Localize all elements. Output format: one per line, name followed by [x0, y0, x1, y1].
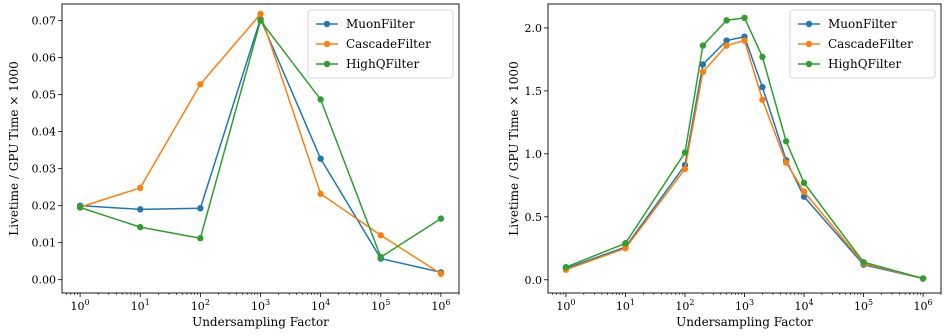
x-tick-label: 104 — [794, 298, 813, 313]
data-point — [741, 37, 747, 43]
data-point — [197, 81, 203, 87]
y-tick-label: 0.04 — [32, 126, 57, 139]
y-tick-label: 0.03 — [32, 163, 57, 176]
x-tick-label: 104 — [311, 298, 330, 313]
legend-marker — [324, 61, 330, 67]
y-axis-label: Livetime / GPU Time × 1000 — [7, 61, 21, 235]
x-tick-label: 102 — [675, 298, 694, 313]
x-tick-label: 100 — [71, 298, 90, 313]
x-tick-label: 101 — [131, 298, 150, 313]
y-tick-label: 0.02 — [32, 200, 57, 213]
legend-marker — [324, 21, 330, 27]
x-axis-label: Undersampling Factor — [192, 315, 329, 329]
y-tick-label: 0.05 — [32, 89, 57, 102]
legend-marker — [806, 21, 812, 27]
legend-marker — [806, 61, 812, 67]
data-point — [257, 11, 263, 17]
data-point — [137, 206, 143, 212]
data-point — [860, 259, 866, 265]
data-point — [197, 205, 203, 211]
data-point — [682, 166, 688, 172]
legend-label: MuonFilter — [346, 17, 415, 31]
legend-label: HighQFilter — [828, 57, 901, 71]
data-point — [920, 275, 926, 281]
data-point — [137, 224, 143, 230]
legend-label: CascadeFilter — [346, 37, 431, 51]
x-tick-label: 103 — [735, 298, 754, 313]
y-tick-label: 0.01 — [32, 237, 57, 250]
x-tick-label: 106 — [914, 298, 933, 313]
data-point — [257, 17, 263, 23]
data-point — [378, 232, 384, 238]
x-axis-label: Undersampling Factor — [676, 315, 813, 329]
data-point — [801, 180, 807, 186]
x-tick-label: 100 — [556, 298, 575, 313]
data-point — [622, 240, 628, 246]
y-tick-label: 1.5 — [525, 85, 543, 98]
data-point — [783, 159, 789, 165]
data-point — [759, 54, 765, 60]
data-point — [77, 204, 83, 210]
x-tick-label: 102 — [191, 298, 210, 313]
legend-marker — [806, 41, 812, 47]
data-point — [438, 215, 444, 221]
right-chart-panel: 100 101 102 103 104 105 106 0.0 0.5 1.0 1.5 2.0 Unde… — [507, 4, 941, 329]
y-tick-label: 1.0 — [525, 148, 543, 161]
x-tick-label: 106 — [431, 298, 450, 313]
y-tick-label: 2.0 — [525, 22, 543, 35]
data-point — [783, 138, 789, 144]
legend-label: MuonFilter — [828, 17, 897, 31]
data-point — [723, 17, 729, 23]
data-point — [682, 149, 688, 155]
legend-label: HighQFilter — [346, 57, 419, 71]
data-point — [563, 264, 569, 270]
y-tick-label: 0.0 — [525, 274, 543, 287]
data-point — [317, 155, 323, 161]
x-tick-label: 101 — [616, 298, 635, 313]
data-point — [801, 188, 807, 194]
data-point — [137, 185, 143, 191]
data-point — [700, 69, 706, 75]
data-point — [378, 254, 384, 260]
legend-label: CascadeFilter — [828, 37, 913, 51]
y-tick-label: 0.06 — [32, 52, 57, 65]
left-chart-panel: 100 101 102 103 104 105 106 0.00 0.01 0.02 0.03 0.0… — [7, 4, 459, 329]
data-point — [741, 15, 747, 21]
legend-marker — [324, 41, 330, 47]
data-point — [700, 42, 706, 48]
y-axis-label: Livetime / GPU Time × 1000 — [507, 61, 521, 235]
data-point — [759, 84, 765, 90]
data-point — [197, 235, 203, 241]
x-tick-label: 105 — [371, 298, 390, 313]
y-tick-label: 0.00 — [32, 274, 57, 287]
x-tick-label: 105 — [854, 298, 873, 313]
data-point — [438, 271, 444, 277]
data-point — [317, 191, 323, 197]
data-point — [723, 42, 729, 48]
y-tick-label: 0.5 — [525, 211, 543, 224]
data-point — [317, 96, 323, 102]
y-tick-label: 0.07 — [32, 15, 57, 28]
data-point — [759, 97, 765, 103]
x-tick-label: 103 — [251, 298, 270, 313]
